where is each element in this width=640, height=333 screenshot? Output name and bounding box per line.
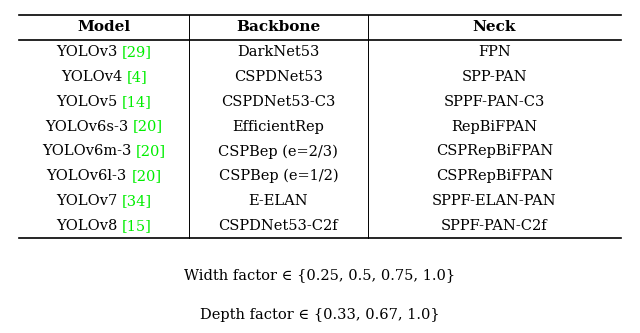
Text: CSPBep (e=2/3): CSPBep (e=2/3) — [218, 144, 339, 159]
Text: YOLOv6m-3: YOLOv6m-3 — [42, 144, 136, 158]
Text: Depth factor ∈ {0.33, 0.67, 1.0}: Depth factor ∈ {0.33, 0.67, 1.0} — [200, 308, 440, 322]
Text: YOLOv6s-3: YOLOv6s-3 — [45, 120, 133, 134]
Text: EfficientRep: EfficientRep — [232, 120, 324, 134]
Text: YOLOv6l-3: YOLOv6l-3 — [47, 169, 131, 183]
Text: Neck: Neck — [473, 20, 516, 34]
Text: [20]: [20] — [131, 169, 161, 183]
Text: YOLOv8: YOLOv8 — [56, 219, 122, 233]
Text: SPPF-ELAN-PAN: SPPF-ELAN-PAN — [432, 194, 557, 208]
Text: CSPDNet53: CSPDNet53 — [234, 70, 323, 84]
Text: YOLOv5: YOLOv5 — [56, 95, 122, 109]
Text: CSPRepBiFPAN: CSPRepBiFPAN — [436, 144, 553, 158]
Text: SPP-PAN: SPP-PAN — [461, 70, 527, 84]
Text: CSPRepBiFPAN: CSPRepBiFPAN — [436, 169, 553, 183]
Text: [20]: [20] — [133, 120, 163, 134]
Text: DarkNet53: DarkNet53 — [237, 45, 319, 59]
Text: YOLOv4: YOLOv4 — [61, 70, 127, 84]
Text: [29]: [29] — [122, 45, 152, 59]
Text: Width factor ∈ {0.25, 0.5, 0.75, 1.0}: Width factor ∈ {0.25, 0.5, 0.75, 1.0} — [184, 268, 456, 282]
Text: [34]: [34] — [122, 194, 152, 208]
Text: CSPBep (e=1/2): CSPBep (e=1/2) — [219, 169, 338, 183]
Text: RepBiFPAN: RepBiFPAN — [451, 120, 538, 134]
Text: [4]: [4] — [127, 70, 147, 84]
Text: Model: Model — [77, 20, 131, 34]
Text: YOLOv3: YOLOv3 — [56, 45, 122, 59]
Text: SPPF-PAN-C3: SPPF-PAN-C3 — [444, 95, 545, 109]
Text: [20]: [20] — [136, 144, 166, 158]
Text: [15]: [15] — [122, 219, 152, 233]
Text: CSPDNet53-C2f: CSPDNet53-C2f — [219, 219, 338, 233]
Text: CSPDNet53-C3: CSPDNet53-C3 — [221, 95, 335, 109]
Text: Backbone: Backbone — [236, 20, 321, 34]
Text: FPN: FPN — [478, 45, 511, 59]
Text: YOLOv7: YOLOv7 — [56, 194, 122, 208]
Text: SPPF-PAN-C2f: SPPF-PAN-C2f — [441, 219, 548, 233]
Text: [14]: [14] — [122, 95, 152, 109]
Text: E-ELAN: E-ELAN — [248, 194, 308, 208]
